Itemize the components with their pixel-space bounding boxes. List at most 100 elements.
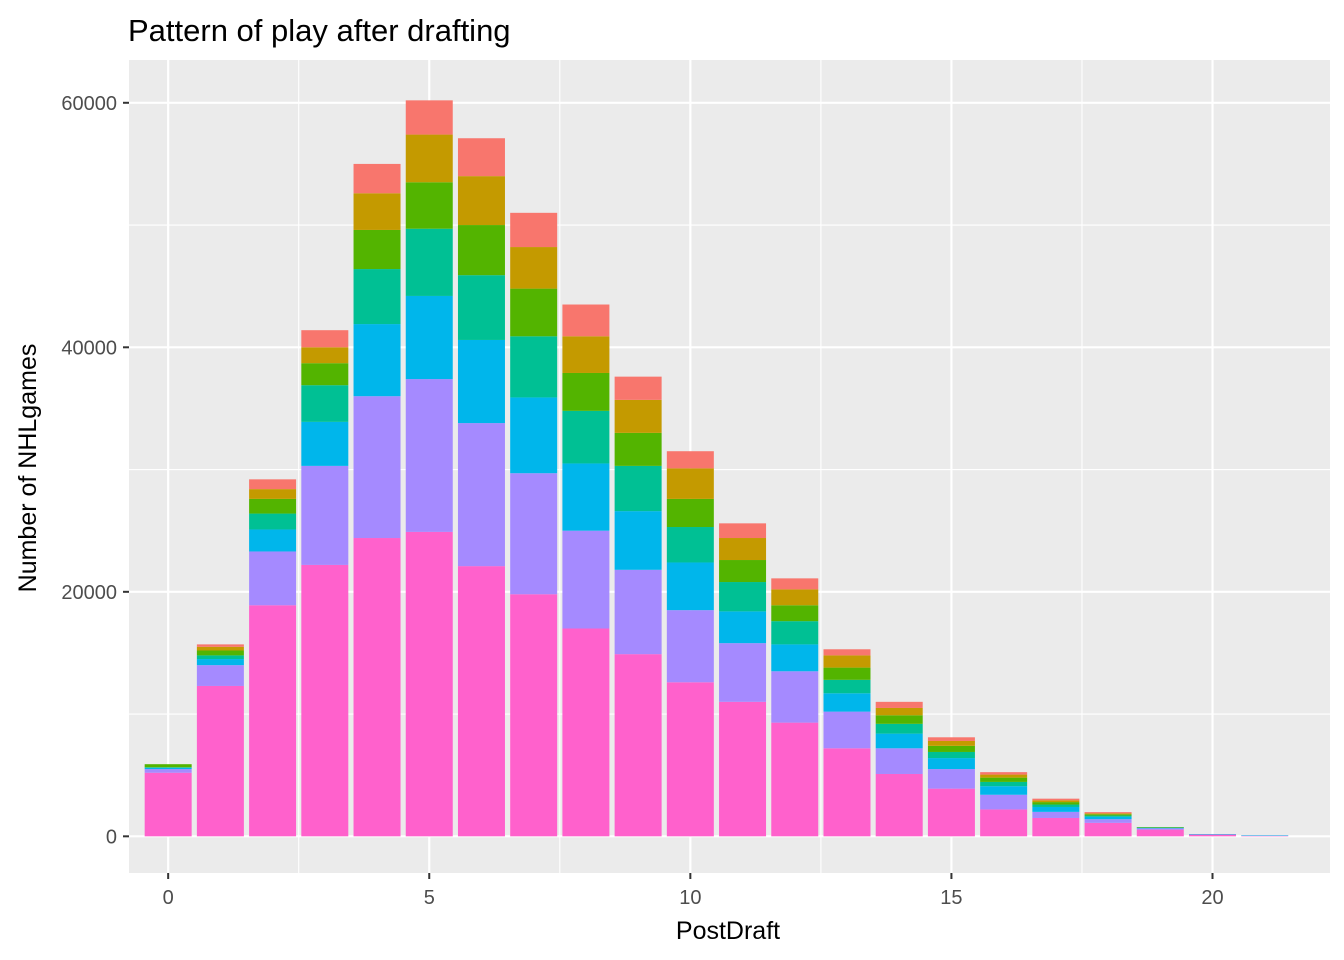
bar-s4-x15 [927,751,975,759]
bar-s2-x5 [405,379,453,532]
bar-s2-x10 [666,610,714,683]
bar-s5-x13 [823,667,871,680]
bar-s7-x5 [405,100,453,135]
bar-s3-x3 [301,421,349,466]
bar-s4-x7 [510,336,558,398]
bar-s3-x0 [144,767,192,770]
bar-s2-x1 [196,665,244,686]
bar-s2-x17 [1032,811,1080,818]
bar-stack-10 [666,451,714,837]
bar-s4-x2 [249,513,297,530]
bar-stack-7 [510,212,558,837]
bar-stack-8 [562,304,610,837]
bar-stack-5 [405,100,453,837]
bar-s3-x1 [196,659,244,666]
x-tick-label: 10 [679,887,701,909]
bar-s4-x1 [196,655,244,660]
bar-s3-x2 [249,529,297,552]
bar-s7-x8 [562,304,610,337]
bar-s4-x6 [457,275,505,340]
chart-title: Pattern of play after drafting [128,13,511,48]
bar-s7-x7 [510,212,558,248]
bar-s3-x8 [562,463,610,531]
bar-s5-x19 [1136,827,1184,828]
bar-s6-x14 [875,707,923,716]
bar-s1-x21 [1241,835,1289,837]
bar-stack-3 [301,330,349,837]
bar-s4-x17 [1032,804,1080,807]
bar-stack-19 [1136,827,1184,837]
bar-s2-x6 [457,423,505,567]
bar-s5-x14 [875,715,923,724]
bar-s2-x7 [510,473,558,595]
bar-stack-11 [719,523,767,837]
bar-s5-x0 [144,764,192,768]
bar-s2-x15 [927,769,975,789]
bar-s6-x6 [457,176,505,226]
bar-s3-x19 [1136,827,1184,829]
bar-s1-x17 [1032,817,1080,837]
bar-s7-x3 [301,330,349,348]
bar-s2-x0 [144,769,192,773]
bar-s2-x4 [353,396,401,539]
bar-s6-x10 [666,468,714,499]
bar-s5-x1 [196,650,244,656]
bar-s6-x15 [927,740,975,746]
bar-s4-x5 [405,228,453,296]
bar-stack-15 [927,737,975,837]
bar-s2-x11 [719,643,767,702]
bar-s1-x15 [927,788,975,837]
bar-s7-x16 [980,772,1028,775]
bar-s1-x19 [1136,829,1184,837]
bar-stack-2 [249,479,297,837]
bar-s4-x4 [353,269,401,325]
bar-s4-x0 [144,767,192,768]
bar-stack-18 [1084,812,1132,837]
bar-s5-x17 [1032,802,1080,805]
bar-s3-x21 [1241,835,1289,836]
bar-s4-x14 [875,723,923,734]
bar-s4-x3 [301,385,349,422]
bar-s6-x1 [196,646,244,651]
bar-s1-x16 [980,809,1028,837]
bar-s3-x13 [823,693,871,712]
bar-s3-x20 [1189,834,1237,835]
bar-s2-x2 [249,551,297,606]
bar-stack-13 [823,649,871,837]
bar-s6-x16 [980,774,1028,778]
bar-s6-x2 [249,489,297,499]
bar-stack-14 [875,701,923,837]
bar-s1-x2 [249,605,297,837]
bar-s5-x6 [457,225,505,276]
bar-s3-x14 [875,733,923,749]
bar-s1-x18 [1084,822,1132,837]
minor-gridlines [129,60,1330,873]
bar-s7-x14 [875,701,923,708]
bar-s5-x11 [719,560,767,583]
bar-s1-x8 [562,628,610,837]
bar-stacks [144,100,1289,837]
x-tick-label: 5 [424,887,435,909]
bar-s6-x12 [771,589,819,606]
bar-s4-x8 [562,410,610,464]
bar-s7-x11 [719,523,767,539]
bar-s4-x10 [666,527,714,563]
bar-s1-x20 [1189,834,1237,837]
bar-s5-x2 [249,498,297,514]
bar-s1-x6 [457,566,505,837]
bar-s7-x10 [666,451,714,469]
bar-s2-x14 [875,748,923,774]
bar-s5-x4 [353,229,401,270]
bar-s4-x13 [823,679,871,694]
bar-s6-x5 [405,134,453,183]
bar-s1-x0 [144,772,192,837]
bar-s6-x13 [823,655,871,668]
bar-stack-17 [1032,798,1080,837]
bar-s4-x11 [719,582,767,612]
bar-s2-x3 [301,465,349,565]
bar-s2-x18 [1084,819,1132,823]
bar-s6-x7 [510,247,558,289]
y-tick-label: 40000 [61,337,117,359]
bar-s2-x19 [1136,828,1184,830]
